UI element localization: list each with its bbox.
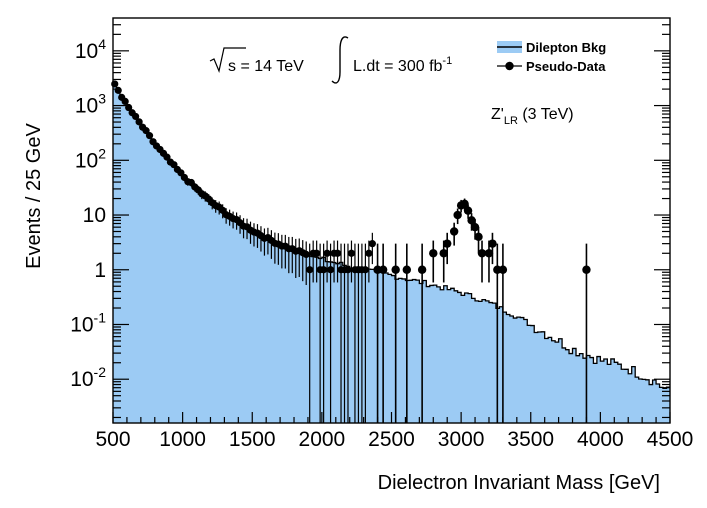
data-point xyxy=(443,232,452,265)
legend-data-marker xyxy=(505,61,514,71)
y-axis-tick-labels: 10-2 10-1 1 10 102 103 104 xyxy=(70,36,106,391)
data-point xyxy=(302,241,310,286)
x-tick-label: 3000 xyxy=(438,428,485,451)
data-point xyxy=(365,240,373,283)
pseudo-data-points xyxy=(111,80,591,423)
data-point xyxy=(142,127,150,135)
legend-entry-bkg: Dilepton Bkg xyxy=(497,40,606,55)
y-axis-ticks xyxy=(113,24,670,419)
data-point xyxy=(488,232,497,265)
sqrt-icon xyxy=(209,47,246,73)
data-point xyxy=(121,97,129,105)
data-point xyxy=(439,240,448,283)
x-tick-label: 4500 xyxy=(647,428,694,451)
data-point xyxy=(417,243,427,423)
energy-annotation: s = 14 TeV xyxy=(209,47,304,75)
background-histogram-fill xyxy=(113,84,670,423)
data-point xyxy=(145,132,154,140)
data-point xyxy=(453,208,462,225)
svg-text:Pseudo-Data: Pseudo-Data xyxy=(526,59,606,74)
data-point xyxy=(463,204,473,219)
data-point xyxy=(368,232,376,265)
data-point xyxy=(111,80,119,88)
x-tick-label: 2000 xyxy=(299,428,346,451)
x-tick-label: 3500 xyxy=(507,428,554,451)
data-point xyxy=(114,86,122,94)
x-tick-label: 1000 xyxy=(159,428,206,451)
svg-text:Dilepton Bkg: Dilepton Bkg xyxy=(526,40,606,55)
data-point xyxy=(320,243,328,423)
legend-entry-data: Pseudo-Data xyxy=(497,59,606,74)
data-point xyxy=(474,227,483,254)
data-point xyxy=(378,243,388,423)
integral-icon xyxy=(331,36,349,84)
y-tick-label: 102 xyxy=(75,145,106,172)
x-tick-label: 1500 xyxy=(229,428,276,451)
y-tick-label: 1 xyxy=(94,259,106,282)
model-annotation: Z'LR (3 TeV) xyxy=(491,106,574,127)
y-axis-title: Events / 25 GeV xyxy=(23,123,45,269)
svg-text:s = 14 TeV: s = 14 TeV xyxy=(228,58,304,75)
y-tick-label: 10 xyxy=(83,204,106,227)
x-tick-label: 500 xyxy=(95,428,130,451)
y-tick-label: 103 xyxy=(75,91,106,118)
x-axis-tick-labels: 500 1000 1500 2000 2500 3000 3500 4000 4500 xyxy=(95,428,693,451)
data-point xyxy=(333,240,342,283)
data-point xyxy=(484,240,494,283)
data-point xyxy=(477,240,487,283)
data-point xyxy=(391,243,400,423)
data-point xyxy=(449,222,459,246)
x-axis-ticks xyxy=(112,412,671,423)
data-point xyxy=(326,243,335,423)
plot-area xyxy=(111,80,670,423)
data-point xyxy=(344,243,352,423)
y-tick-label: 10-2 xyxy=(70,364,106,391)
data-point xyxy=(306,243,314,423)
data-point xyxy=(135,118,143,126)
data-point xyxy=(323,240,331,283)
data-point xyxy=(402,243,412,423)
y-tick-label: 104 xyxy=(75,36,106,63)
data-point xyxy=(361,243,369,423)
luminosity-annotation: L.dt = 300 fb-1 xyxy=(331,36,452,84)
data-point xyxy=(429,240,438,283)
data-point xyxy=(132,112,140,121)
data-point xyxy=(498,243,508,423)
x-tick-label: 2500 xyxy=(368,428,415,451)
legend: Dilepton Bkg Pseudo-Data xyxy=(497,40,606,74)
data-point xyxy=(313,240,321,283)
data-point xyxy=(347,240,356,283)
x-tick-label: 4000 xyxy=(577,428,624,451)
svg-text:L.dt = 300 fb-1: L.dt = 300 fb-1 xyxy=(353,55,452,75)
x-axis-title: Dielectron Invariant Mass [GeV] xyxy=(378,472,660,494)
data-point xyxy=(582,243,591,423)
y-tick-label: 10-1 xyxy=(70,309,106,336)
